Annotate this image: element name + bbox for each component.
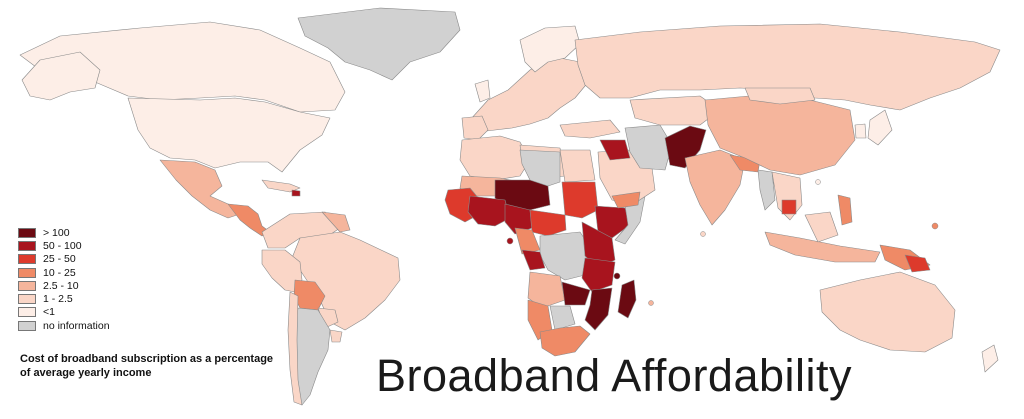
legend-swatch bbox=[18, 280, 36, 291]
island-dot bbox=[931, 222, 939, 230]
region-png-dark bbox=[904, 254, 931, 273]
legend-label: 10 - 25 bbox=[43, 266, 76, 279]
region-usa bbox=[127, 97, 331, 173]
region-new-zealand bbox=[981, 344, 999, 373]
region-haiti bbox=[291, 189, 301, 197]
legend-label: 25 - 50 bbox=[43, 253, 76, 266]
region-turkey bbox=[559, 119, 621, 139]
region-madagascar bbox=[617, 279, 637, 319]
region-afghanistan-pakistan bbox=[664, 125, 707, 169]
region-iberia bbox=[461, 115, 489, 141]
region-sudan bbox=[561, 181, 599, 219]
region-caribbean bbox=[261, 179, 301, 193]
region-car bbox=[529, 209, 567, 237]
region-australia bbox=[819, 271, 956, 353]
region-philippines bbox=[837, 194, 853, 226]
legend-item: 1 - 2.5 bbox=[18, 292, 110, 305]
region-mongolia bbox=[744, 87, 816, 105]
legend-item: <1 bbox=[18, 306, 110, 319]
region-argentina bbox=[294, 307, 331, 406]
island-dot bbox=[700, 231, 706, 237]
region-south-africa bbox=[539, 325, 591, 357]
legend-label: 1 - 2.5 bbox=[43, 293, 73, 306]
region-tanzania bbox=[581, 257, 616, 293]
region-russia bbox=[574, 23, 1001, 111]
legend-swatch bbox=[18, 254, 36, 265]
legend-swatch bbox=[18, 267, 36, 278]
legend-caption: Cost of broadband subscription as a perc… bbox=[20, 353, 274, 379]
region-yemen bbox=[611, 191, 641, 209]
legend-label: <1 bbox=[43, 306, 55, 319]
region-brazil bbox=[291, 231, 401, 331]
island-dot bbox=[648, 300, 654, 306]
region-europe bbox=[469, 57, 591, 133]
region-greenland bbox=[297, 7, 461, 81]
legend-item: 2.5 - 10 bbox=[18, 279, 110, 292]
region-myanmar bbox=[757, 169, 776, 211]
region-chile bbox=[287, 291, 303, 406]
region-egypt bbox=[559, 149, 596, 183]
region-congo bbox=[521, 249, 546, 271]
map-title: Broadband Affordability bbox=[376, 350, 853, 401]
legend-swatch bbox=[18, 240, 36, 251]
legend-label: 50 - 100 bbox=[43, 239, 82, 252]
legend-swatch bbox=[18, 227, 36, 238]
region-india bbox=[684, 149, 746, 226]
legend-swatch bbox=[18, 307, 36, 318]
island-dot bbox=[613, 272, 621, 280]
legend-label: 2.5 - 10 bbox=[43, 279, 79, 292]
legend-item: 10 - 25 bbox=[18, 266, 110, 279]
region-angola bbox=[527, 271, 566, 309]
region-japan bbox=[867, 109, 893, 146]
legend-item: 50 - 100 bbox=[18, 239, 110, 252]
region-alaska bbox=[21, 51, 101, 101]
legend-item: no information bbox=[18, 319, 110, 332]
region-uk bbox=[474, 79, 491, 103]
region-guyanas bbox=[321, 211, 351, 233]
region-cambodia bbox=[781, 199, 797, 215]
region-iraq bbox=[599, 139, 631, 161]
island-dot bbox=[815, 179, 821, 185]
legend-swatch bbox=[18, 294, 36, 305]
legend-label: > 100 bbox=[43, 226, 70, 239]
region-sudan-gray bbox=[519, 149, 561, 187]
region-botswana bbox=[549, 305, 576, 331]
region-korea bbox=[854, 123, 867, 139]
map-legend: > 100 50 - 100 25 - 50 10 - 25 2.5 - 10 1 - 2… bbox=[18, 226, 110, 332]
region-malaysia-indonesia bbox=[764, 231, 881, 263]
island-dot bbox=[506, 237, 514, 245]
region-scandinavia bbox=[519, 25, 581, 73]
region-borneo bbox=[804, 211, 839, 243]
region-central-asia bbox=[629, 95, 721, 126]
region-mozambique bbox=[584, 287, 613, 331]
region-maghreb bbox=[459, 135, 531, 181]
legend-item: > 100 bbox=[18, 226, 110, 239]
region-mexico bbox=[159, 159, 241, 219]
legend-item: 25 - 50 bbox=[18, 253, 110, 266]
region-uruguay bbox=[329, 329, 343, 343]
legend-label: no information bbox=[43, 319, 110, 332]
region-west-africa-dark bbox=[467, 195, 511, 227]
legend-swatch bbox=[18, 320, 36, 331]
region-zambia bbox=[561, 281, 591, 306]
